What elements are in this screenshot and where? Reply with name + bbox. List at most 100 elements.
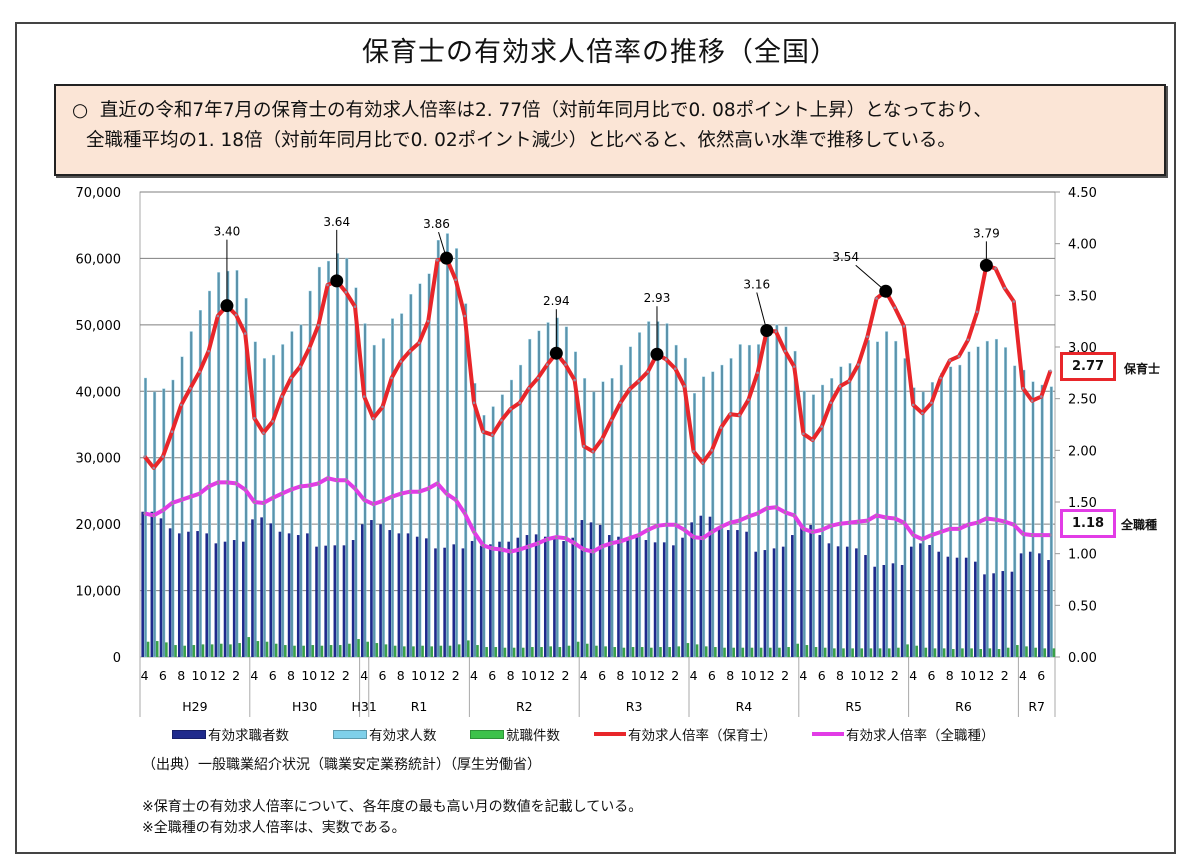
- line-ratio-all-point: [1012, 523, 1016, 527]
- bar-job-seekers: [864, 555, 867, 657]
- bar-openings: [281, 344, 285, 658]
- line-ratio-all-point: [600, 545, 604, 548]
- bar-placements: [439, 645, 443, 657]
- bar-openings: [491, 406, 495, 658]
- x-tick-label: 6: [598, 668, 606, 683]
- bar-placements: [732, 647, 735, 657]
- x-tick-label: 8: [946, 668, 954, 683]
- y-right-tick-label: 0.50: [1068, 599, 1097, 614]
- bar-openings: [967, 351, 971, 658]
- bar-job-seekers: [580, 520, 584, 657]
- bar-job-seekers: [992, 573, 995, 657]
- bar-placements: [183, 645, 186, 657]
- y-right-tick-label: 2.00: [1068, 444, 1097, 459]
- bar-openings: [464, 303, 468, 658]
- y-left-tick-label: 50,000: [76, 319, 122, 334]
- bar-job-seekers: [242, 541, 245, 657]
- x-tick-label: 6: [378, 668, 386, 683]
- x-tick-label: 8: [726, 668, 734, 683]
- x-tick-label: 12: [649, 668, 665, 683]
- bar-placements: [741, 647, 745, 657]
- line-ratio-all-point: [326, 476, 329, 480]
- line-ratio-hoikushi-point: [1003, 286, 1006, 290]
- bar-placements: [1043, 648, 1047, 657]
- bar-placements: [192, 645, 196, 657]
- line-ratio-all-point: [884, 516, 888, 519]
- bar-job-seekers: [452, 544, 456, 657]
- line-ratio-all-point: [719, 525, 723, 529]
- bar-placements: [1016, 645, 1019, 657]
- bar-placements: [631, 647, 635, 657]
- bar-openings: [244, 298, 248, 658]
- bar-job-seekers: [800, 524, 803, 657]
- bar-placements: [457, 644, 461, 657]
- line-ratio-all-point: [564, 536, 567, 540]
- x-tick-label: 6: [818, 668, 826, 683]
- bar-placements: [604, 646, 607, 657]
- line-ratio-hoikushi-point: [829, 401, 833, 405]
- bar-openings: [418, 283, 422, 658]
- x-tick-label: 8: [616, 668, 624, 683]
- line-ratio-all-point: [472, 530, 476, 534]
- bar-placements: [768, 647, 772, 657]
- bar-openings: [665, 323, 669, 658]
- line-ratio-hoikushi-point: [454, 278, 457, 282]
- x-tick-label: 10: [631, 668, 647, 683]
- line-ratio-hoikushi-point: [344, 290, 348, 294]
- y-right-tick-label: 4.00: [1068, 238, 1097, 253]
- bar-placements: [906, 644, 909, 657]
- bar-job-seekers: [772, 548, 776, 657]
- bar-job-seekers: [543, 536, 547, 657]
- line-ratio-hoikushi-point: [802, 432, 805, 436]
- line-ratio-all-point: [262, 501, 265, 505]
- bar-job-seekers: [315, 546, 318, 657]
- line-ratio-hoikushi-point: [756, 371, 759, 375]
- bar-placements: [814, 647, 818, 657]
- line-ratio-all-point: [362, 498, 366, 502]
- line-ratio-hoikushi-point: [966, 338, 970, 342]
- bar-placements: [961, 648, 964, 657]
- bar-placements: [787, 647, 790, 657]
- line-ratio-all-point: [802, 527, 805, 531]
- legend-swatch: [594, 732, 626, 736]
- bar-job-seekers: [882, 564, 886, 657]
- line-ratio-hoikushi-point: [811, 438, 814, 442]
- line-ratio-hoikushi-point: [664, 358, 668, 361]
- line-ratio-hoikushi-point: [600, 437, 604, 441]
- line-ratio-hoikushi-point: [490, 433, 494, 437]
- line-ratio-all-point: [353, 487, 357, 490]
- bar-job-seekers: [699, 515, 703, 657]
- line-ratio-hoikushi-point: [628, 388, 631, 391]
- bar-job-seekers: [754, 551, 758, 657]
- bar-job-seekers: [873, 566, 876, 657]
- bar-job-seekers: [845, 546, 849, 657]
- bar-job-seekers: [763, 550, 767, 657]
- line-ratio-all-point: [728, 521, 732, 524]
- line-ratio-all-point: [527, 545, 531, 548]
- line-ratio-hoikushi-point: [253, 417, 256, 420]
- bar-openings: [180, 356, 184, 658]
- bar-openings: [1004, 347, 1008, 658]
- line-ratio-hoikushi-point: [170, 430, 174, 434]
- bar-job-seekers: [672, 545, 675, 657]
- bar-openings: [885, 331, 889, 658]
- bar-job-seekers: [900, 564, 904, 657]
- bar-job-seekers: [836, 546, 840, 657]
- x-tick-label: 2: [232, 668, 240, 683]
- x-tick-label: 10: [960, 668, 976, 683]
- bar-openings: [747, 344, 751, 658]
- x-tick-label: 12: [429, 668, 445, 683]
- line-ratio-hoikushi-point: [518, 401, 522, 405]
- bar-job-seekers: [818, 535, 822, 657]
- line-ratio-all-point: [646, 528, 650, 532]
- bar-job-seekers: [489, 544, 492, 657]
- y-right-tick-label: 1.00: [1068, 548, 1097, 563]
- bar-openings: [583, 378, 587, 658]
- bar-job-seekers: [553, 536, 556, 657]
- line-ratio-hoikushi-point: [637, 379, 640, 383]
- bar-openings: [217, 272, 221, 658]
- bar-job-seekers: [928, 545, 931, 657]
- line-ratio-hoikushi-point: [509, 407, 512, 411]
- line-ratio-all-point: [619, 539, 622, 543]
- bar-job-seekers: [781, 546, 785, 657]
